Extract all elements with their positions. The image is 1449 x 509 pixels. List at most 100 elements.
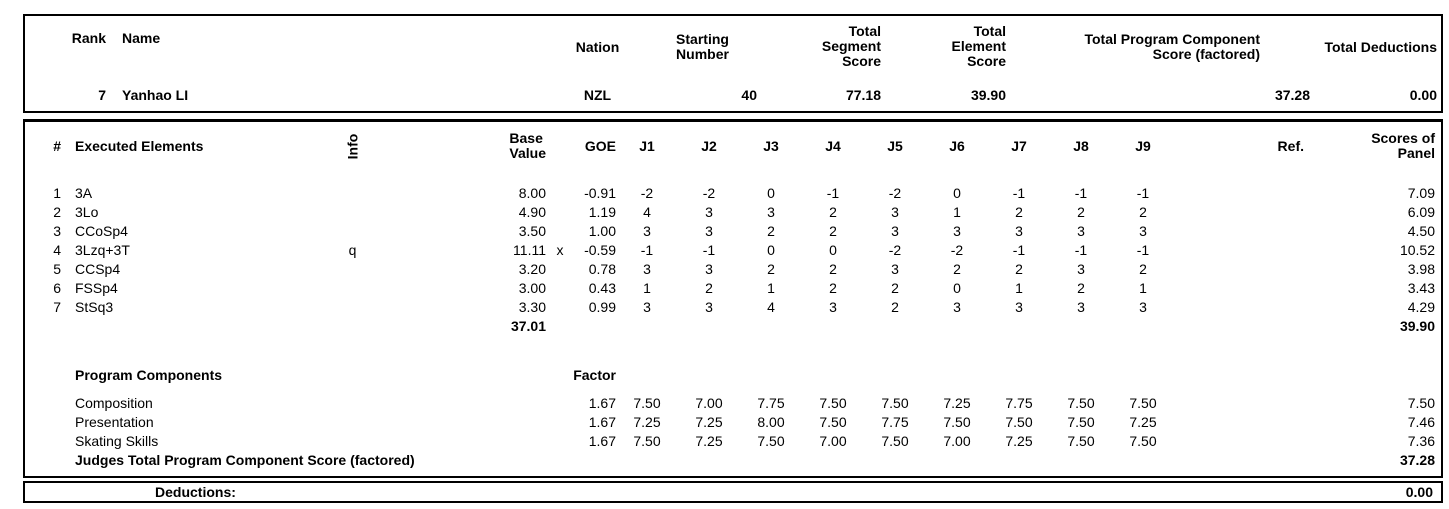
component-row-1: Composition 1.67 7.50 7.00 7.75 7.50 7.5… [25,394,1441,413]
element-row-2: 2 3Lo 4.90 1.19 4 3 3 2 3 1 2 2 2 6.09 [25,203,1441,222]
component-panel-score: 7.50 [1407,395,1435,411]
judge-score: -1 [640,242,654,258]
judge-score: 7.50 [1067,395,1095,411]
total-pcs-value: 37.28 [1274,87,1310,103]
judge-score: 0 [767,242,775,258]
judge-score: 0 [953,185,961,201]
judge-score: 7.25 [943,395,971,411]
element-ref [1174,260,1329,279]
element-number: 3 [53,223,61,239]
judge-score: 3 [1077,223,1085,239]
element-panel-score: 7.09 [1407,185,1435,201]
executed-elements-header: Executed Elements [75,137,204,154]
total-segment-score-value: 77.18 [845,87,881,103]
element-number: 1 [53,185,61,201]
program-components-title: Program Components [75,367,223,383]
judge5-header: J5 [887,137,903,154]
judge-score: 3 [643,223,651,239]
judge-score: 7.50 [633,395,661,411]
athlete-name: Yanhao LI [122,87,189,103]
component-row-3: Skating Skills 1.67 7.50 7.25 7.50 7.00 … [25,432,1441,451]
judge-score: 3 [643,261,651,277]
element-panel-score: 6.09 [1407,204,1435,220]
total-panel-score: 39.90 [1399,318,1435,334]
total-segment-score-header: Total Segment Score [821,23,881,70]
judge-score: 2 [829,280,837,296]
total-element-score-value: 39.90 [970,87,1006,103]
nation-header: Nation [575,38,620,55]
element-goe: 0.43 [588,280,616,296]
element-name: StSq3 [75,299,114,315]
judge-score: 3 [953,223,961,239]
judge-score: 1 [953,204,961,220]
judge-score: 3 [1139,299,1147,315]
component-factor: 1.67 [588,414,616,430]
judge-score: 3 [1015,299,1023,315]
element-panel-score: 4.50 [1407,223,1435,239]
judge-score: 2 [829,204,837,220]
judge-score: 3 [829,299,837,315]
component-factor: 1.67 [588,433,616,449]
component-name: Skating Skills [75,433,159,449]
total-pcs-header: Total Program Component Score (factored) [1084,30,1260,62]
element-number: 2 [53,204,61,220]
judge2-header: J2 [701,137,717,154]
total-element-score-header: Total Element Score [951,23,1006,70]
element-panel-score: 3.98 [1407,261,1435,277]
judge-score: 3 [705,204,713,220]
judge-score: 7.50 [819,414,847,430]
judge-score: 7.50 [943,414,971,430]
component-name: Composition [75,395,153,411]
judge-score: 4 [643,204,651,220]
scores-of-panel-header: Scores of Panel [1371,130,1435,161]
judge-score: 3 [891,204,899,220]
judge-score: 7.25 [633,414,661,430]
info-column-header: Info [315,122,390,170]
element-row-6: 6 FSSp4 3.00 0.43 1 2 1 2 2 0 1 2 1 3.43 [25,279,1441,298]
judge-score: 0 [953,280,961,296]
judge-score: 1 [767,280,775,296]
elements-header-row: # Executed Elements Info Base Value GOE … [25,122,1441,170]
starting-number-header: Starting Number [676,30,729,62]
element-base-value: 3.00 [518,280,546,296]
judge-score: 3 [891,261,899,277]
element-base-value: 8.00 [518,185,546,201]
judge-score: 7.00 [695,395,723,411]
rank-value: 7 [98,87,106,103]
element-base-value: 3.50 [518,223,546,239]
judge-score: -1 [1136,242,1150,258]
judge-score: 3 [891,223,899,239]
program-components-header-row: Program Components Factor [25,364,1441,386]
goe-header: GOE [584,137,616,154]
judge-score: 3 [643,299,651,315]
judge-score: 2 [891,280,899,296]
judge-score: -1 [1074,185,1088,201]
element-info [315,279,390,298]
element-goe: -0.59 [584,242,616,258]
judge-score: 2 [1015,261,1023,277]
spacer-row [25,170,1441,184]
judge-score: 3 [705,261,713,277]
judge-score: -2 [640,185,654,201]
judge-score: 2 [767,223,775,239]
judge-score: 2 [829,223,837,239]
component-factor: 1.67 [588,395,616,411]
judge-score: -2 [950,242,964,258]
total-deductions-value: 0.00 [1409,87,1437,103]
total-base-value: 37.01 [510,318,546,334]
element-ref [1174,241,1329,260]
judge-score: 7.25 [1129,414,1157,430]
judge-score: -1 [826,185,840,201]
element-number: 5 [53,261,61,277]
judge-score: 1 [1139,280,1147,296]
summary-header-row: Rank Name Nation Starting Number Total S… [25,16,1441,78]
element-goe: 0.99 [588,299,616,315]
element-name: FSSp4 [75,280,118,296]
judge-score: 2 [1015,204,1023,220]
judge-score: 2 [891,299,899,315]
judge6-header: J6 [949,137,965,154]
athlete-summary-table: Rank Name Nation Starting Number Total S… [25,16,1441,111]
judge-score: 4 [767,299,775,315]
element-base-value: 3.20 [518,261,546,277]
judge-score: 3 [953,299,961,315]
